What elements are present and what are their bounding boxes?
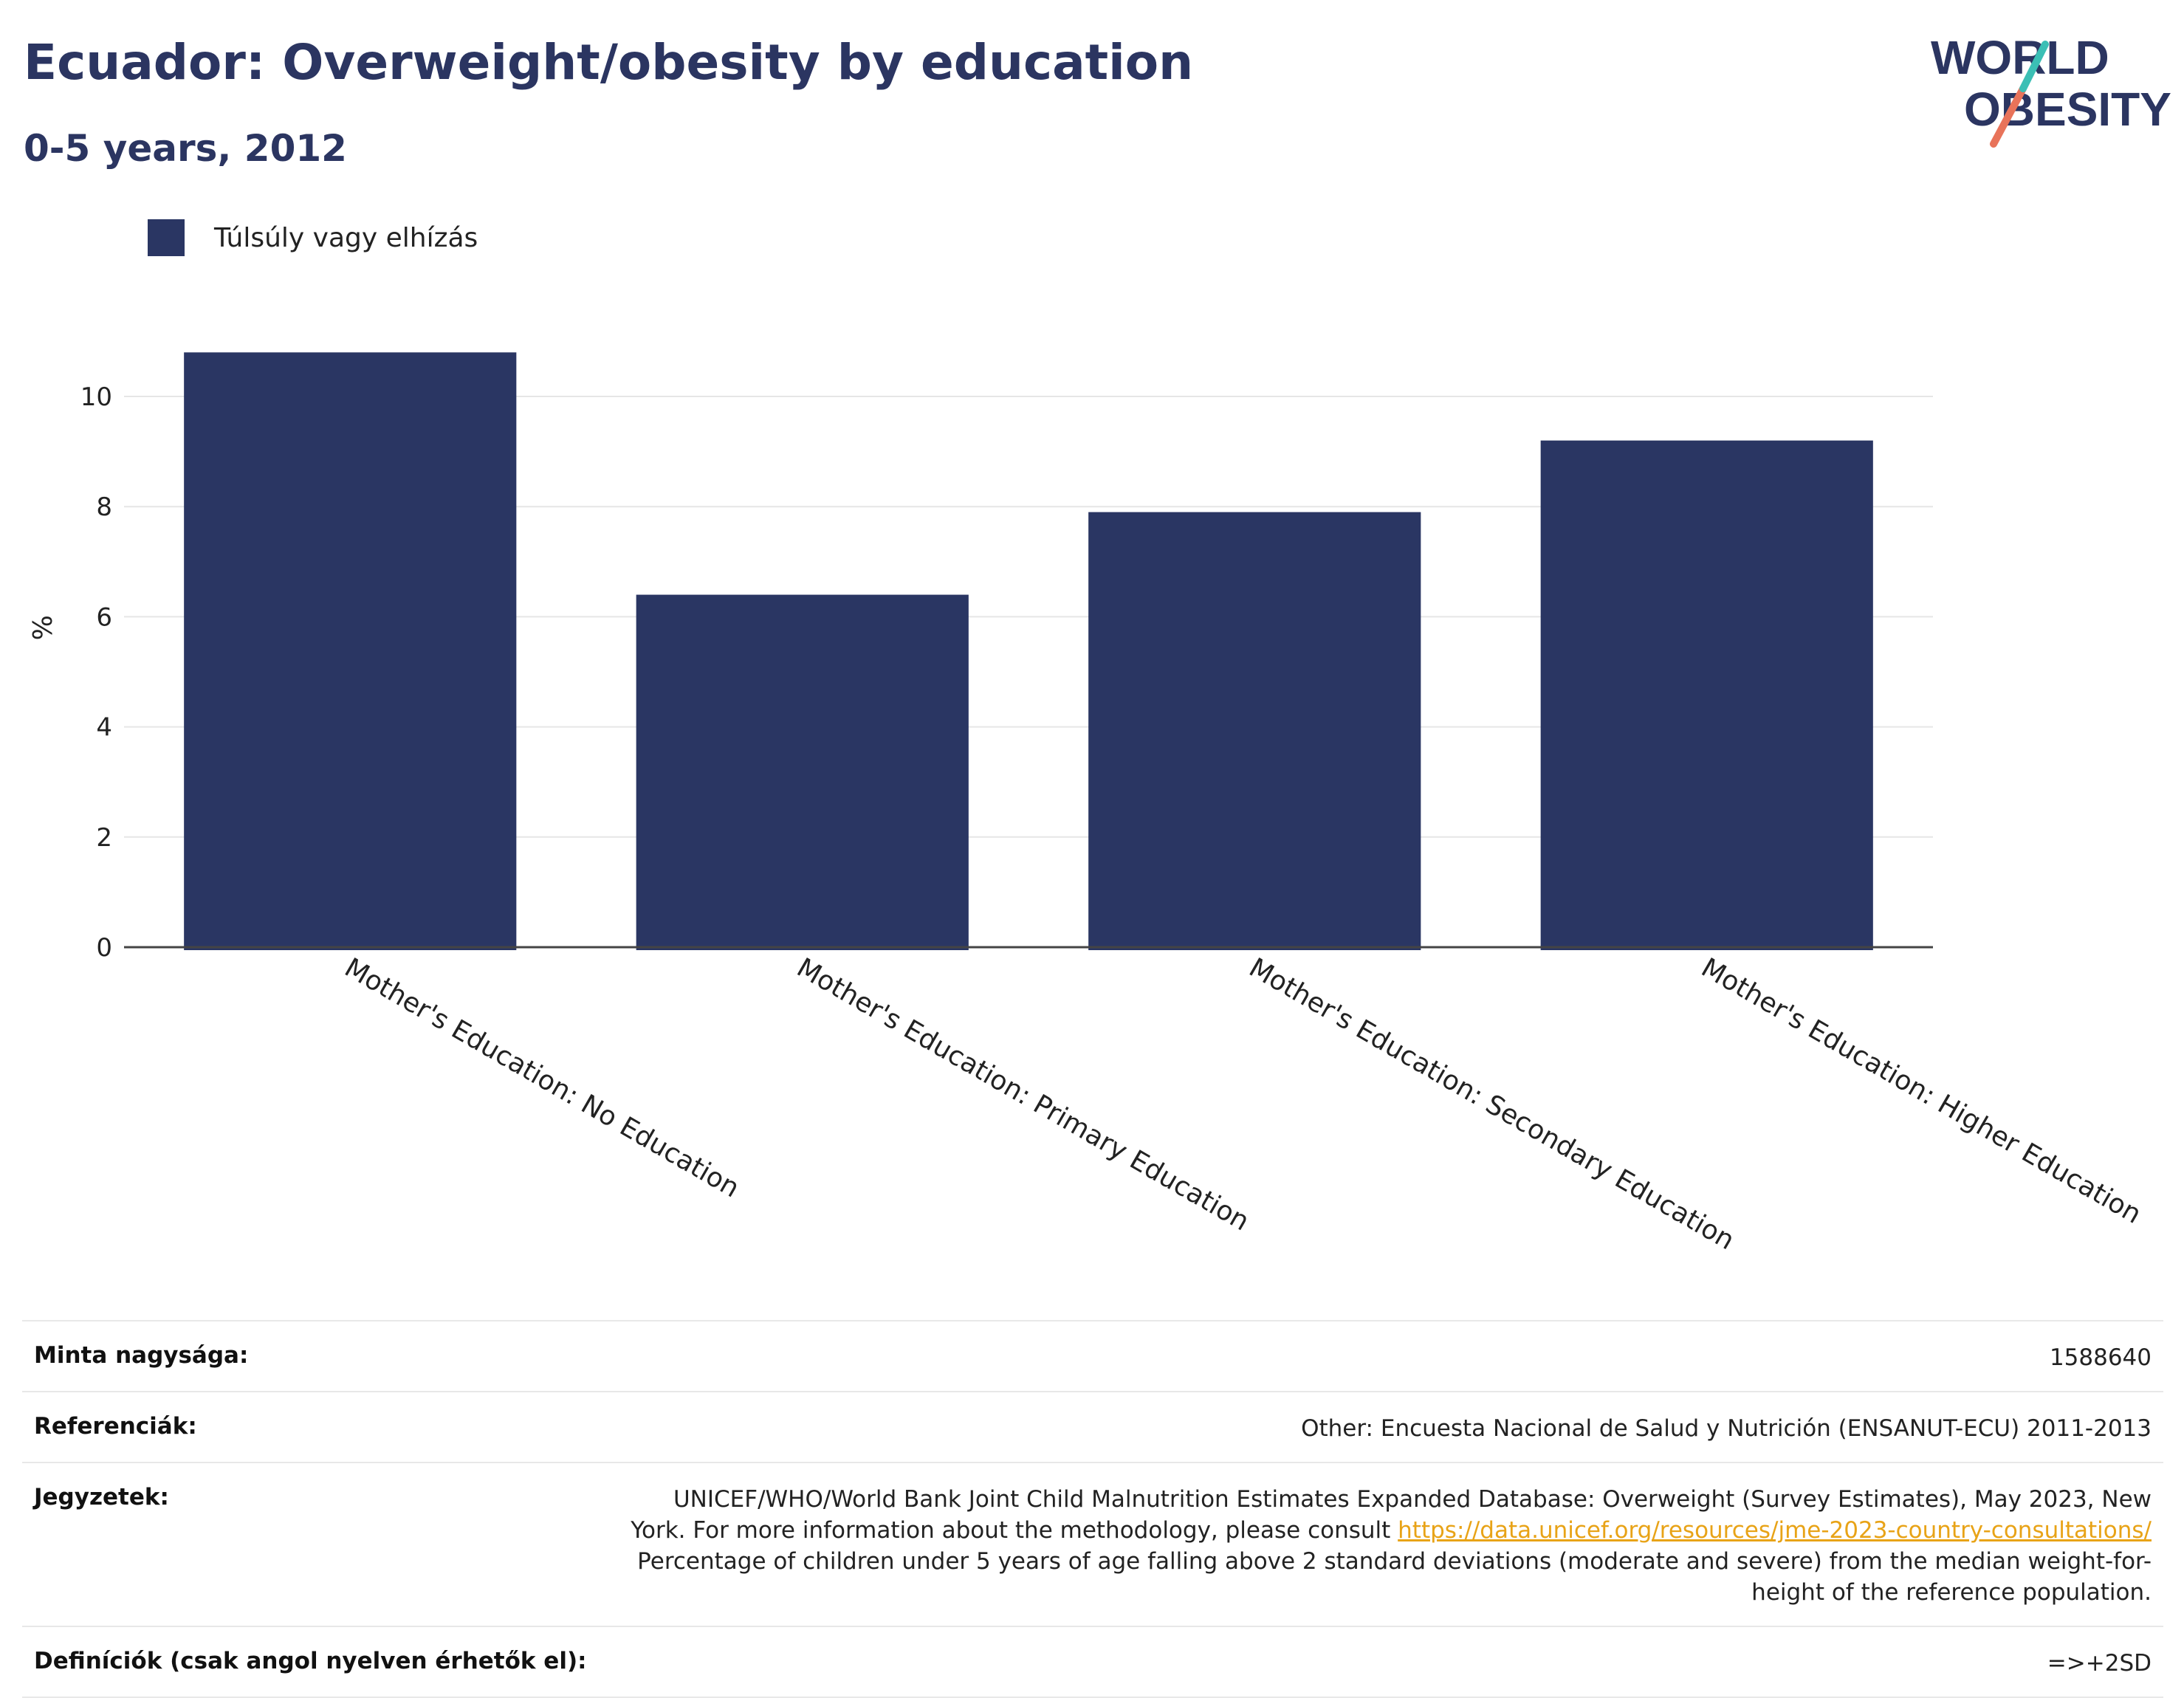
references-label: Referenciák: <box>34 1413 197 1440</box>
chart-legend: Túlsúly vagy elhízás <box>148 219 478 257</box>
legend-label: Túlsúly vagy elhízás <box>214 222 478 253</box>
y-tick-label: 2 <box>96 823 112 853</box>
y-tick-label: 10 <box>80 382 112 412</box>
definitions-value: =>+2SD <box>2047 1650 2152 1677</box>
references-value: Other: Encuesta Nacional de Salud y Nutr… <box>1301 1415 2152 1442</box>
bar <box>1088 512 1421 950</box>
legend-swatch <box>148 219 185 256</box>
sample-size-row: Minta nagysága: 1588640 <box>22 1320 2163 1391</box>
x-tick-label: Mother's Education: No Education <box>340 952 744 1203</box>
y-axis-label: % <box>28 615 58 640</box>
definitions-row: Definíciók (csak angol nyelven érhetők e… <box>22 1626 2163 1698</box>
info-table: Minta nagysága: 1588640 Referenciák: Oth… <box>22 1320 2163 1698</box>
page-title: Ecuador: Overweight/obesity by education <box>24 34 1194 91</box>
notes-text-2: Percentage of children under 5 years of … <box>637 1548 2152 1606</box>
references-row: Referenciák: Other: Encuesta Nacional de… <box>22 1391 2163 1462</box>
page-subtitle: 0-5 years, 2012 <box>24 127 347 170</box>
logo-line1: WORLD <box>1931 31 2109 84</box>
x-tick-label: Mother's Education: Higher Education <box>1696 952 2146 1230</box>
sample-size-value: 1588640 <box>2049 1344 2152 1371</box>
sample-size-label: Minta nagysága: <box>34 1342 249 1369</box>
notes-row: Jegyzetek: UNICEF/WHO/World Bank Joint C… <box>22 1462 2163 1626</box>
y-tick-label: 0 <box>96 933 112 963</box>
bar-chart: 0 2 4 6 8 10% Mother's Education: No Education… <box>28 352 2146 1256</box>
world-obesity-logo: WORLD OBESITY <box>1931 31 2171 148</box>
definitions-label: Definíciók (csak angol nyelven érhetők e… <box>34 1648 587 1674</box>
x-tick-label: Mother's Education: Secondary Education <box>1244 952 1740 1256</box>
notes-label: Jegyzetek: <box>34 1484 169 1510</box>
bar <box>1540 440 1873 950</box>
y-tick-label: 8 <box>96 492 112 522</box>
bar <box>636 594 969 950</box>
x-tick-label: Mother's Education: Primary Education <box>791 952 1254 1237</box>
notes-link[interactable]: https://data.unicef.org/resources/jme-20… <box>1398 1517 2152 1544</box>
bar <box>184 352 517 950</box>
y-tick-label: 6 <box>96 602 112 632</box>
notes-text-1: UNICEF/WHO/World Bank Joint Child Malnut… <box>631 1486 2152 1544</box>
notes-value: UNICEF/WHO/World Bank Joint Child Malnut… <box>631 1484 2152 1608</box>
y-tick-label: 4 <box>96 713 112 743</box>
